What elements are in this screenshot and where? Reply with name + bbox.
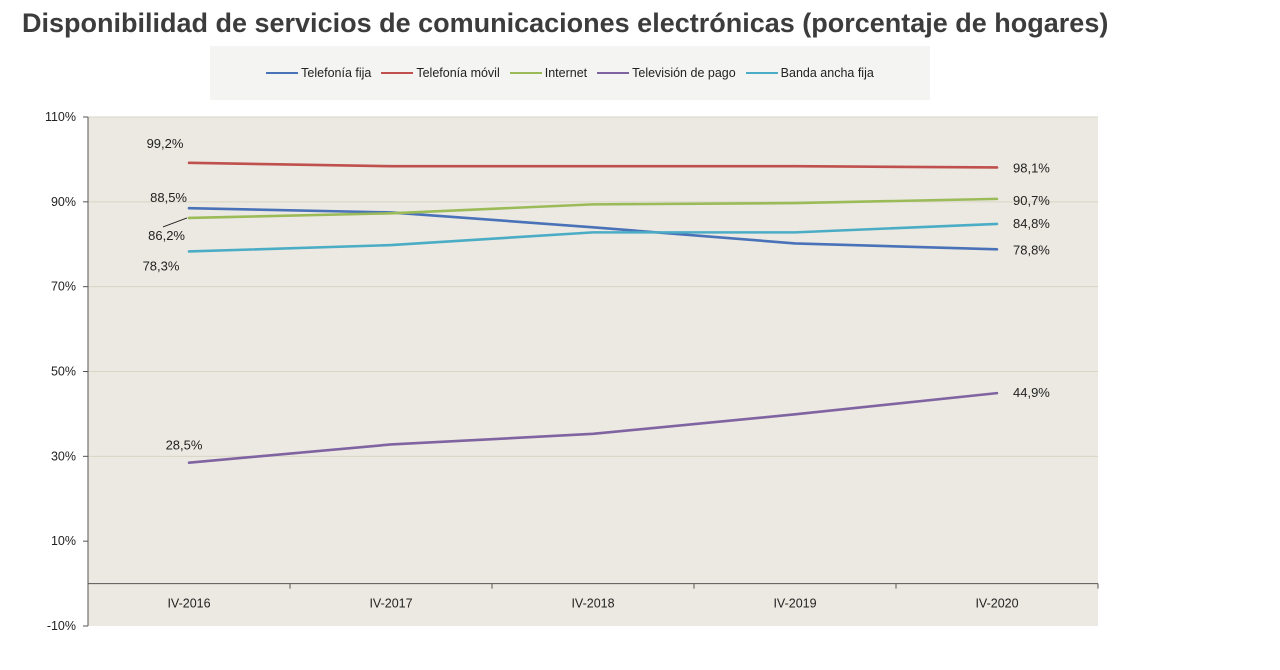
series-line [187,391,999,464]
legend-swatch [381,72,414,74]
y-tick-label: 70% [51,280,76,294]
legend-item: Internet [509,66,588,80]
series-line [187,206,999,251]
data-label-end: 44,9% [1013,385,1050,400]
data-label-end: 98,1% [1013,160,1050,175]
y-tick-label: -10% [47,619,76,633]
label-leader-line [162,217,188,228]
series-line [187,222,999,253]
data-label-end: 78,8% [1013,242,1050,257]
legend-label: Internet [544,66,588,80]
x-tick-label: IV-2016 [167,597,210,611]
legend-item: Telefonía móvil [381,66,500,80]
y-tick-label: 90% [51,195,76,209]
legend: Telefonía fija Telefonía móvil Internet Tel… [210,46,930,100]
data-label-start: 28,5% [166,438,203,453]
series-line [187,197,999,220]
legend-label: Televisión de pago [632,66,736,80]
data-label-start: 78,3% [143,258,180,273]
legend-item: Televisión de pago [597,66,736,80]
grid-lines [88,116,1098,457]
data-labels: 88,5% 78,8% 99,2% 98,1% 86,2% 90,7% 28,5% 44,9%… [143,136,1051,453]
legend-label: Banda ancha fija [780,66,874,80]
x-tick-label: IV-2020 [975,597,1018,611]
legend-item: Telefonía fija [266,66,371,80]
data-label-end: 84,8% [1013,216,1050,231]
y-tick-label: 10% [51,534,76,548]
legend-swatch [597,72,630,74]
legend-label: Telefonía móvil [416,66,500,80]
data-label-end: 90,7% [1013,193,1050,208]
x-tick-label: IV-2019 [773,597,816,611]
y-tick-label: 50% [51,365,76,379]
legend-swatch [266,72,299,74]
axes: -10% 10% 30% 50% 70% 90% 110% IV-2016 IV-2017 IV-… [45,110,1099,633]
x-tick-label: IV-2017 [369,597,412,611]
data-label-start: 99,2% [147,136,184,151]
data-label-start: 88,5% [150,190,187,205]
legend-label: Telefonía fija [301,66,372,80]
legend-swatch [509,72,542,74]
data-label-start: 86,2% [148,228,185,243]
y-tick-label: 110% [45,110,76,124]
x-tick-label: IV-2018 [571,597,614,611]
chart-title: Disponibilidad de servicios de comunicac… [22,8,1109,38]
y-tick-label: 30% [51,449,76,463]
legend-swatch [745,72,778,74]
series-line [187,161,999,169]
legend-item: Banda ancha fija [745,66,874,80]
series-lines [187,161,999,464]
